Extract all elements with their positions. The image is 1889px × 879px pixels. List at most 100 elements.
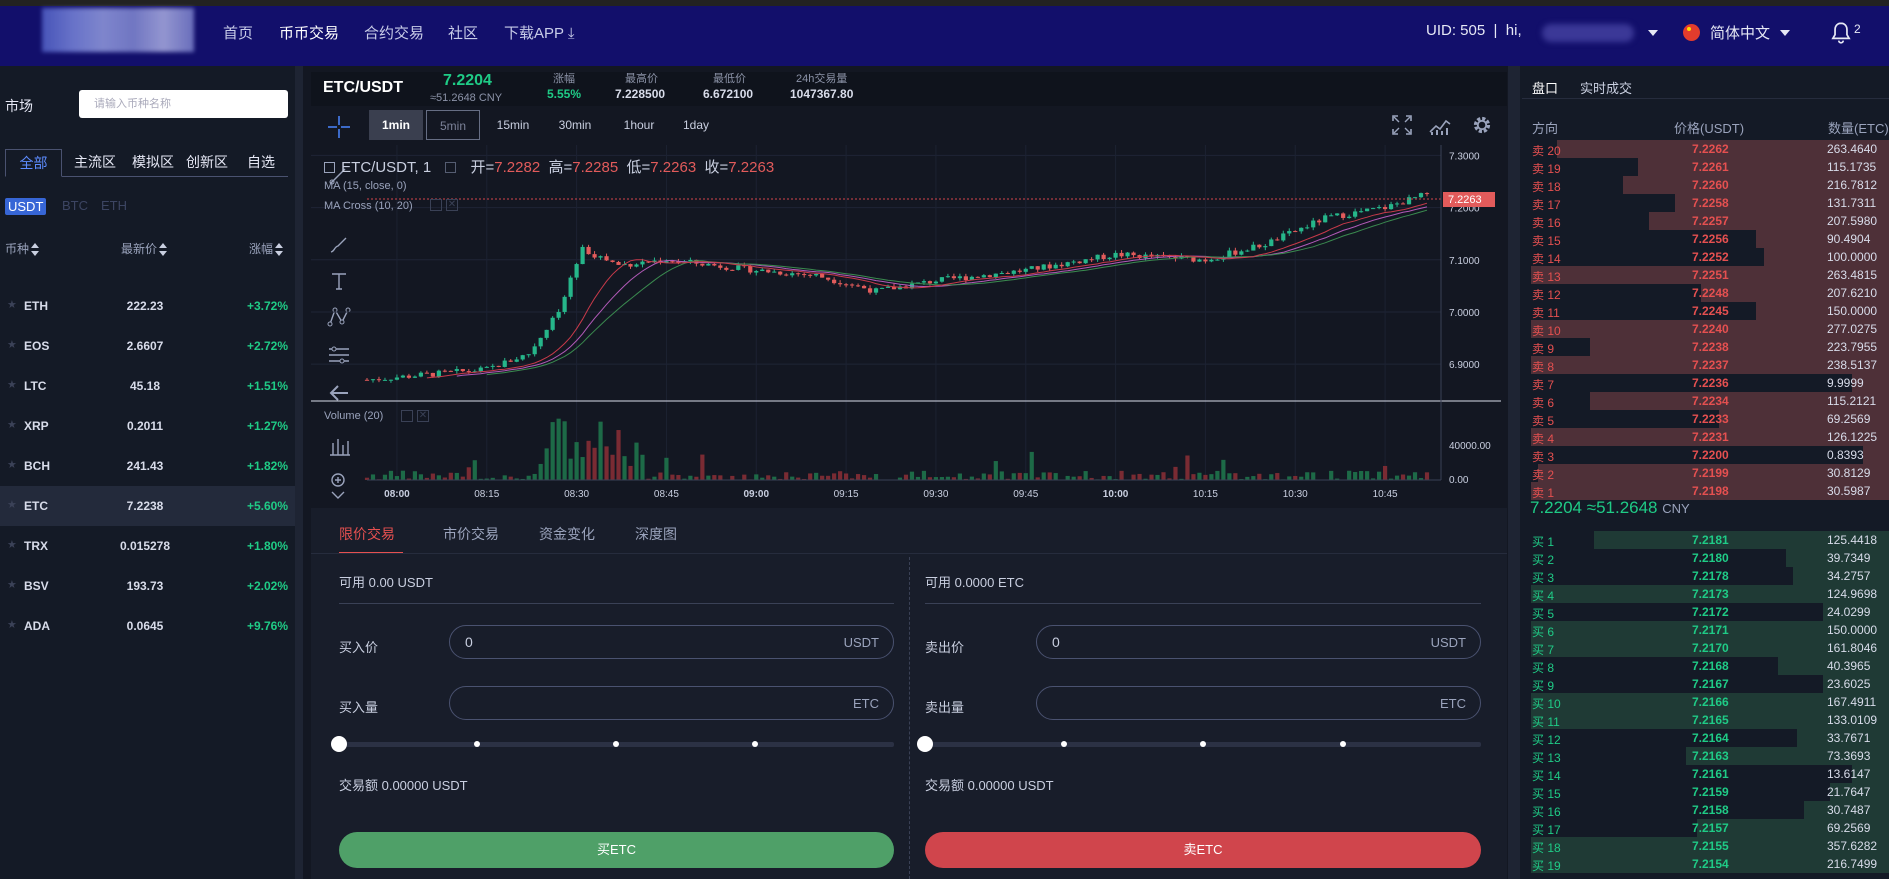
zone-tab-favorites[interactable]: 自选: [247, 154, 275, 170]
coin-row-bsv[interactable]: ★ BSV 193.73 +2.02%: [0, 566, 295, 606]
bid-row[interactable]: 买 14 7.2161 13.6147: [1520, 765, 1889, 783]
quote-tab-eth[interactable]: ETH: [101, 198, 127, 213]
slider-step-75[interactable]: [1340, 741, 1346, 747]
star-icon[interactable]: ★: [7, 499, 17, 511]
fib-tool-icon[interactable]: [327, 345, 351, 365]
bid-row[interactable]: 买 16 7.2158 30.7487: [1520, 801, 1889, 819]
star-icon[interactable]: ★: [7, 539, 17, 551]
ask-row[interactable]: 卖 7 7.2236 9.9999: [1520, 374, 1889, 392]
quote-tab-btc[interactable]: BTC: [62, 198, 88, 213]
trades-tab[interactable]: 实时成交: [1580, 81, 1633, 96]
indicators-icon[interactable]: [1428, 114, 1452, 136]
timeframe-5min[interactable]: 5min: [426, 110, 480, 140]
form-tab-funds[interactable]: 资金变化: [539, 526, 595, 542]
settings-gear-icon[interactable]: [1471, 114, 1493, 136]
coin-row-ltc[interactable]: ★ LTC 45.18 +1.51%: [0, 366, 295, 406]
ask-row[interactable]: 卖 4 7.2231 126.1225: [1520, 428, 1889, 446]
bid-row[interactable]: 买 18 7.2155 357.6282: [1520, 837, 1889, 855]
nav-spot-trading[interactable]: 币币交易: [279, 25, 340, 42]
bid-row[interactable]: 买 10 7.2166 167.4911: [1520, 693, 1889, 711]
bid-row[interactable]: 买 5 7.2172 24.0299: [1520, 603, 1889, 621]
ask-row[interactable]: 卖 1 7.2198 30.5987: [1520, 482, 1889, 500]
bid-row[interactable]: 买 4 7.2173 124.9698: [1520, 585, 1889, 603]
buy-slider-handle[interactable]: [331, 736, 347, 752]
slider-step-75[interactable]: [752, 741, 758, 747]
ask-row[interactable]: 卖 14 7.2252 100.0000: [1520, 248, 1889, 266]
bid-row[interactable]: 买 13 7.2163 73.3693: [1520, 747, 1889, 765]
col-price-header[interactable]: 最新价: [121, 240, 168, 257]
ma-cross-close-icon[interactable]: ✕: [446, 199, 458, 211]
timeframe-30min[interactable]: 30min: [558, 118, 592, 132]
ask-row[interactable]: 卖 16 7.2257 207.5980: [1520, 212, 1889, 230]
ask-row[interactable]: 卖 3 7.2200 0.8393: [1520, 446, 1889, 464]
bid-row[interactable]: 买 1 7.2181 125.4418: [1520, 531, 1889, 549]
slider-step-25[interactable]: [1061, 741, 1067, 747]
bid-row[interactable]: 买 8 7.2168 40.3965: [1520, 657, 1889, 675]
form-tab-depth[interactable]: 深度图: [635, 526, 677, 542]
ask-row[interactable]: 卖 13 7.2251 263.4815: [1520, 266, 1889, 284]
coin-search-input[interactable]: [79, 90, 288, 118]
ask-row[interactable]: 卖 8 7.2237 238.5137: [1520, 356, 1889, 374]
price-chart[interactable]: 7.3000 7.2000 7.1000 7.0000 6.9000 40000.00 0.…: [311, 145, 1507, 505]
bid-row[interactable]: 买 19 7.2154 216.7499: [1520, 855, 1889, 873]
brush-tool-icon[interactable]: [328, 235, 350, 255]
star-icon[interactable]: ★: [7, 379, 17, 391]
legend-settings-icon[interactable]: [445, 162, 457, 173]
buy-button[interactable]: 买ETC: [339, 832, 894, 868]
back-arrow-icon[interactable]: [328, 383, 350, 403]
language-selector[interactable]: 简体中文: [1710, 25, 1771, 42]
collapse-icon[interactable]: [324, 162, 335, 173]
col-coin-header[interactable]: 币种: [5, 240, 40, 257]
volume-settings-icon[interactable]: [401, 410, 413, 422]
coin-row-ada[interactable]: ★ ADA 0.0645 +9.76%: [0, 606, 295, 646]
coin-row-eth[interactable]: ★ ETH 222.23 +3.72%: [0, 286, 295, 326]
zone-tab-main[interactable]: 主流区: [74, 154, 116, 170]
slider-step-50[interactable]: [1200, 741, 1206, 747]
ask-row[interactable]: 卖 2 7.2199 30.8129: [1520, 464, 1889, 482]
ask-row[interactable]: 卖 20 7.2262 263.4640: [1520, 140, 1889, 158]
pattern-tool-icon[interactable]: [327, 306, 351, 328]
zoom-tool-icon[interactable]: [328, 472, 348, 502]
ma-cross-settings-icon[interactable]: [430, 199, 442, 211]
sell-button[interactable]: 卖ETC: [925, 832, 1481, 868]
col-change-header[interactable]: 涨幅: [249, 240, 284, 257]
bell-icon[interactable]: [1828, 20, 1854, 46]
ask-row[interactable]: 卖 15 7.2256 90.4904: [1520, 230, 1889, 248]
bid-row[interactable]: 买 7 7.2170 161.8046: [1520, 639, 1889, 657]
timeframe-1day[interactable]: 1day: [682, 118, 710, 132]
ask-row[interactable]: 卖 18 7.2260 216.7812: [1520, 176, 1889, 194]
zone-tab-all[interactable]: 全部: [5, 149, 62, 177]
volume-close-icon[interactable]: ✕: [417, 410, 429, 422]
nav-home[interactable]: 首页: [223, 25, 254, 42]
ask-row[interactable]: 卖 10 7.2240 277.0275: [1520, 320, 1889, 338]
ask-row[interactable]: 卖 9 7.2238 223.7955: [1520, 338, 1889, 356]
nav-download-app[interactable]: 下载APP ⤓: [504, 22, 575, 43]
language-chevron-down-icon[interactable]: [1780, 30, 1790, 36]
orderbook-tab[interactable]: 盘口: [1532, 81, 1559, 96]
trend-line-tool-icon[interactable]: [328, 166, 348, 186]
logo[interactable]: [42, 8, 194, 52]
bid-row[interactable]: 买 9 7.2167 23.6025: [1520, 675, 1889, 693]
sell-slider-handle[interactable]: [917, 736, 933, 752]
star-icon[interactable]: ★: [7, 339, 17, 351]
star-icon[interactable]: ★: [7, 299, 17, 311]
star-icon[interactable]: ★: [7, 579, 17, 591]
slider-step-25[interactable]: [474, 741, 480, 747]
ask-row[interactable]: 卖 11 7.2245 150.0000: [1520, 302, 1889, 320]
buy-price-input[interactable]: 0 USDT: [449, 625, 894, 659]
coin-row-etc[interactable]: ★ ETC 7.2238 +5.60%: [0, 486, 295, 526]
form-tab-market[interactable]: 市价交易: [443, 526, 499, 542]
bid-row[interactable]: 买 2 7.2180 39.7349: [1520, 549, 1889, 567]
bid-row[interactable]: 买 11 7.2165 133.0109: [1520, 711, 1889, 729]
star-icon[interactable]: ★: [7, 619, 17, 631]
sell-amount-input[interactable]: ETC: [1036, 686, 1481, 720]
form-tab-limit[interactable]: 限价交易: [339, 526, 395, 542]
zone-tab-innovation[interactable]: 创新区: [186, 154, 228, 170]
coin-row-eos[interactable]: ★ EOS 2.6607 +2.72%: [0, 326, 295, 366]
timeframe-1hour[interactable]: 1hour: [623, 118, 655, 132]
measure-tool-icon[interactable]: [328, 435, 352, 457]
ask-row[interactable]: 卖 5 7.2233 69.2569: [1520, 410, 1889, 428]
buy-amount-input[interactable]: ETC: [449, 686, 894, 720]
bid-row[interactable]: 买 17 7.2157 69.2569: [1520, 819, 1889, 837]
coin-row-trx[interactable]: ★ TRX 0.015278 +1.80%: [0, 526, 295, 566]
